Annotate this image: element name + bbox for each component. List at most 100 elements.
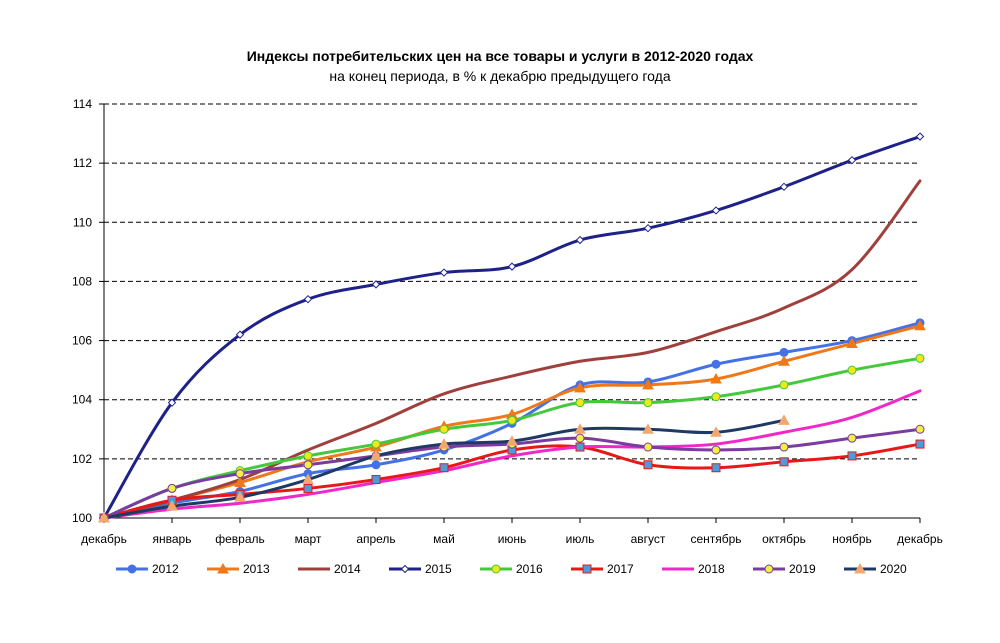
data-point-2019 [643, 442, 653, 452]
data-point-2020 [710, 426, 722, 437]
series-lines [102, 135, 922, 520]
x-tick-label: декабрь [81, 532, 127, 546]
data-point-2015 [779, 182, 789, 192]
legend-label: 2019 [789, 562, 816, 576]
legend-label: 2017 [607, 562, 634, 576]
legend-marker [764, 564, 774, 574]
x-tick-label: февраль [215, 532, 265, 546]
x-tick-label: март [295, 532, 322, 546]
legend-item-2018: 2018 [662, 562, 725, 576]
data-point-2017 [371, 475, 381, 485]
data-point-2017 [643, 460, 653, 470]
y-tick-label: 106 [72, 334, 92, 348]
data-point-2012 [711, 359, 721, 369]
data-point-2013 [846, 337, 858, 349]
data-point-2017 [915, 439, 925, 449]
data-point-2013 [574, 381, 586, 393]
data-point-2020 [642, 423, 654, 434]
data-point-2020 [778, 414, 790, 425]
legend-item-2019: 2019 [753, 562, 816, 576]
data-point-2020 [370, 449, 382, 461]
data-point-2016 [711, 392, 721, 402]
x-tick-label: октябрь [762, 532, 806, 546]
x-tick-label: август [631, 532, 666, 546]
x-tick-label: январь [153, 532, 192, 546]
data-point-2016 [779, 380, 789, 390]
legend-label: 2018 [698, 562, 725, 576]
data-point-2020 [302, 473, 314, 485]
legend-item-2015: 2015 [389, 562, 452, 576]
data-point-2017 [711, 463, 721, 473]
legend-label: 2020 [880, 562, 907, 576]
y-tick-label: 102 [72, 452, 92, 466]
x-tick-label: ноябрь [832, 532, 872, 546]
grid-lines [104, 103, 920, 460]
legend-label: 2012 [152, 562, 179, 576]
data-point-2020 [166, 500, 178, 511]
data-point-2015 [643, 223, 653, 233]
data-point-2015 [507, 262, 517, 271]
data-point-2017 [439, 463, 449, 473]
data-point-2019 [303, 460, 313, 470]
data-point-2016 [847, 365, 857, 375]
data-point-2019 [779, 442, 789, 452]
legend-marker [217, 562, 229, 574]
y-tick-label: 104 [72, 393, 92, 407]
data-point-2013 [914, 319, 926, 331]
data-point-2019 [711, 445, 721, 455]
legend-marker [127, 564, 137, 574]
data-point-2020 [98, 511, 110, 523]
x-tick-label: июль [566, 532, 595, 546]
data-point-2015 [915, 132, 925, 141]
axes: 100 102 104 106 108 110 112 114 декабрь январь фев… [72, 97, 943, 546]
data-point-2016 [303, 451, 313, 461]
x-tick-label: апрель [356, 532, 395, 546]
legend-item-2017: 2017 [571, 562, 634, 576]
legend-item-2020: 2020 [844, 562, 907, 576]
data-point-2012 [779, 347, 789, 357]
legend-marker [854, 562, 866, 574]
data-point-2016 [507, 415, 517, 425]
legend-item-2013: 2013 [207, 562, 270, 576]
data-point-2019 [915, 424, 925, 434]
data-point-2015 [711, 206, 721, 215]
legend-label: 2016 [516, 562, 543, 576]
data-point-2019 [847, 433, 857, 443]
data-point-2012 [371, 460, 381, 470]
y-tick-label: 110 [73, 215, 92, 229]
data-point-2020 [506, 435, 518, 446]
y-tick-label: 114 [73, 97, 92, 111]
data-point-2016 [643, 398, 653, 408]
data-point-2013 [710, 372, 722, 384]
x-tick-label: декабрь [897, 532, 943, 546]
data-point-2017 [303, 483, 313, 493]
y-tick-label: 100 [72, 511, 92, 525]
data-point-2020 [234, 491, 246, 502]
data-point-2013 [778, 355, 790, 366]
legend-item-2014: 2014 [298, 562, 361, 576]
data-point-2015 [167, 398, 177, 407]
data-point-2016 [915, 353, 925, 363]
data-point-2015 [439, 268, 449, 277]
chart-title: Индексы потребительских цен на все товар… [246, 48, 754, 64]
legend-label: 2014 [334, 562, 361, 576]
legend-item-2012: 2012 [116, 562, 179, 576]
legend-label: 2013 [243, 562, 270, 576]
y-tick-label: 112 [73, 156, 92, 170]
data-point-2020 [438, 438, 450, 449]
data-point-2017 [847, 451, 857, 461]
series-line-2018 [102, 389, 922, 520]
data-point-2013 [642, 378, 654, 390]
x-tick-label: июнь [498, 532, 527, 546]
data-point-2015 [371, 280, 381, 289]
x-tick-label: май [433, 532, 455, 546]
data-point-2019 [235, 469, 245, 479]
data-point-2016 [371, 439, 381, 449]
data-point-2015 [575, 235, 585, 245]
data-point-2015 [235, 330, 245, 339]
x-tick-label: сентябрь [690, 532, 741, 546]
legend: 2012 2013 2014 2015 2016 2017 2018 2019 2020 [116, 562, 907, 576]
data-point-2020 [574, 423, 586, 434]
legend-label: 2015 [425, 562, 452, 576]
